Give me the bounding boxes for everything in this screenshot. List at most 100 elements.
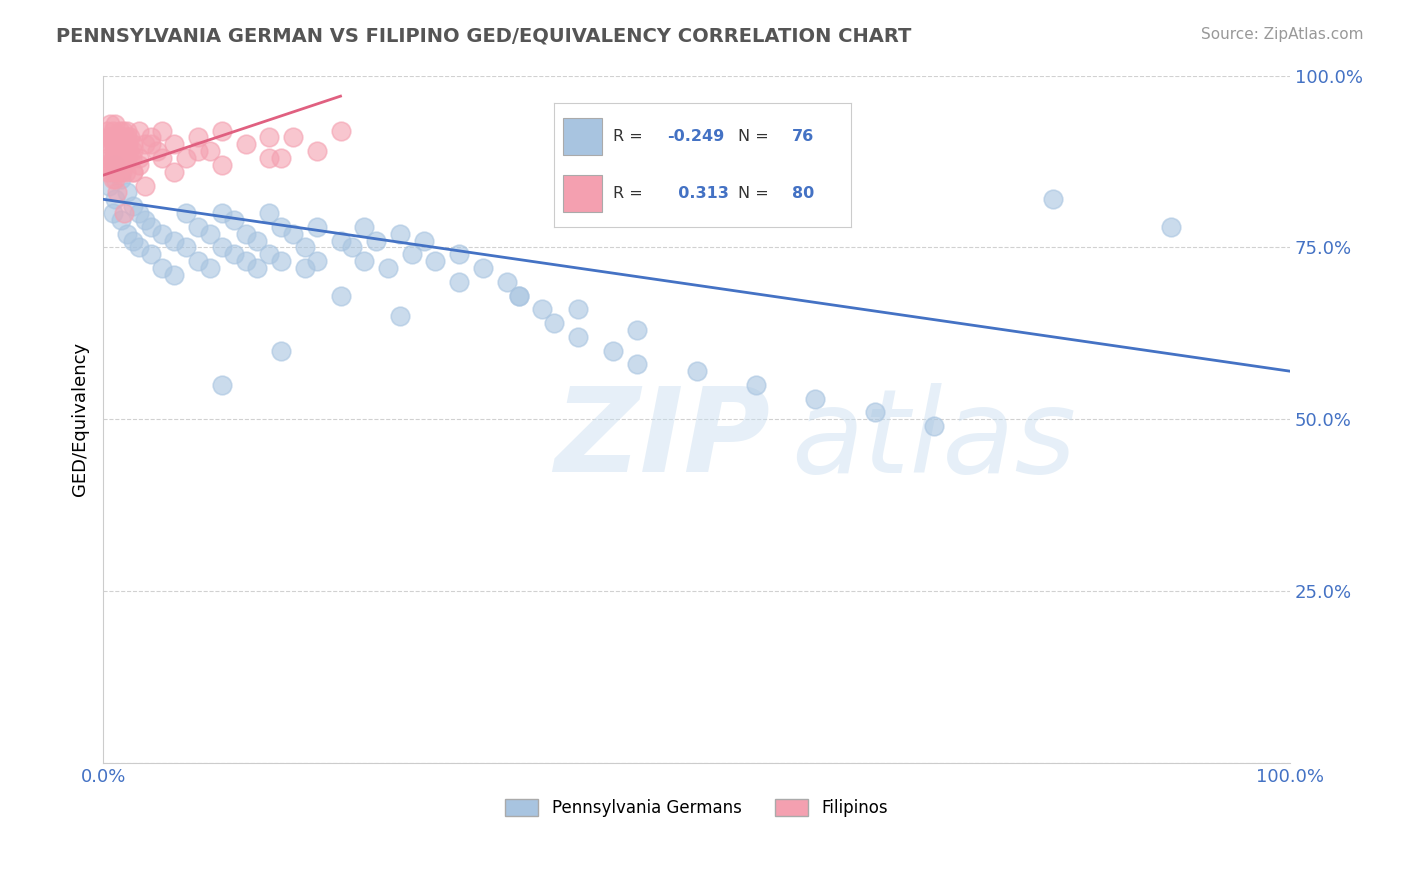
Point (235, 227, 257, 241)
Point (115, 130, 138, 145)
Point (235, 254, 257, 268)
Point (425, 254, 447, 268)
Point (187, 219, 209, 234)
Point (163, 165, 186, 179)
Point (198, 144, 221, 158)
Point (104, 158, 127, 172)
Point (134, 137, 156, 152)
Point (187, 254, 209, 268)
Point (211, 123, 233, 137)
Point (114, 130, 136, 145)
Point (235, 137, 257, 152)
Point (139, 130, 162, 145)
Point (110, 213, 132, 227)
Point (745, 378, 768, 392)
Point (305, 254, 328, 268)
Point (508, 288, 530, 302)
Point (108, 151, 131, 165)
Point (121, 165, 143, 179)
Point (104, 171, 127, 186)
Point (107, 165, 129, 179)
Point (101, 123, 124, 137)
Point (174, 151, 197, 165)
Point (211, 158, 233, 172)
Point (270, 219, 292, 234)
Point (104, 192, 127, 206)
Text: atlas: atlas (792, 383, 1077, 497)
Point (305, 219, 328, 234)
Point (105, 151, 128, 165)
Point (388, 309, 411, 323)
Point (163, 268, 186, 282)
Point (174, 206, 197, 220)
Point (222, 247, 245, 261)
Point (401, 247, 423, 261)
Point (96, 151, 118, 165)
Point (114, 158, 136, 172)
Point (152, 151, 174, 165)
Point (259, 130, 281, 145)
Point (103, 151, 125, 165)
Point (98, 178, 121, 193)
Point (1160, 219, 1182, 234)
Point (329, 288, 352, 302)
Point (121, 165, 143, 179)
Point (103, 137, 125, 152)
Point (104, 165, 127, 179)
Point (139, 219, 162, 234)
Point (294, 240, 316, 254)
Point (128, 151, 150, 165)
Point (115, 123, 138, 137)
Text: Source: ZipAtlas.com: Source: ZipAtlas.com (1201, 27, 1364, 42)
Point (105, 186, 128, 200)
Point (145, 144, 167, 158)
Point (294, 261, 316, 276)
Point (922, 419, 945, 434)
Point (211, 206, 233, 220)
Point (388, 227, 411, 241)
Point (163, 137, 186, 152)
Point (121, 144, 143, 158)
Point (110, 144, 132, 158)
Point (259, 206, 281, 220)
Point (121, 199, 143, 213)
Point (1042, 192, 1064, 206)
Point (602, 343, 624, 358)
Point (98, 158, 121, 172)
Point (120, 130, 142, 145)
Point (104, 144, 127, 158)
Point (187, 130, 209, 145)
Point (128, 240, 150, 254)
Point (567, 330, 589, 344)
Point (98, 144, 121, 158)
Point (270, 254, 292, 268)
Point (353, 219, 375, 234)
Point (174, 240, 197, 254)
Point (270, 151, 292, 165)
Point (567, 302, 589, 317)
Point (128, 158, 150, 172)
Point (112, 151, 135, 165)
Point (111, 137, 134, 152)
Point (100, 158, 122, 172)
Point (187, 144, 209, 158)
Point (152, 123, 174, 137)
Point (101, 151, 124, 165)
Point (377, 261, 399, 276)
Point (281, 227, 304, 241)
Point (531, 302, 554, 317)
Point (98, 130, 121, 145)
Point (495, 275, 517, 289)
Point (107, 137, 129, 152)
Point (108, 123, 131, 137)
Point (449, 275, 471, 289)
Point (139, 247, 162, 261)
Text: PENNSYLVANIA GERMAN VS FILIPINO GED/EQUIVALENCY CORRELATION CHART: PENNSYLVANIA GERMAN VS FILIPINO GED/EQUI… (56, 27, 911, 45)
Point (115, 186, 138, 200)
Point (134, 213, 156, 227)
Point (152, 261, 174, 276)
Point (259, 151, 281, 165)
Point (111, 165, 134, 179)
Point (97, 165, 120, 179)
Point (412, 234, 434, 248)
